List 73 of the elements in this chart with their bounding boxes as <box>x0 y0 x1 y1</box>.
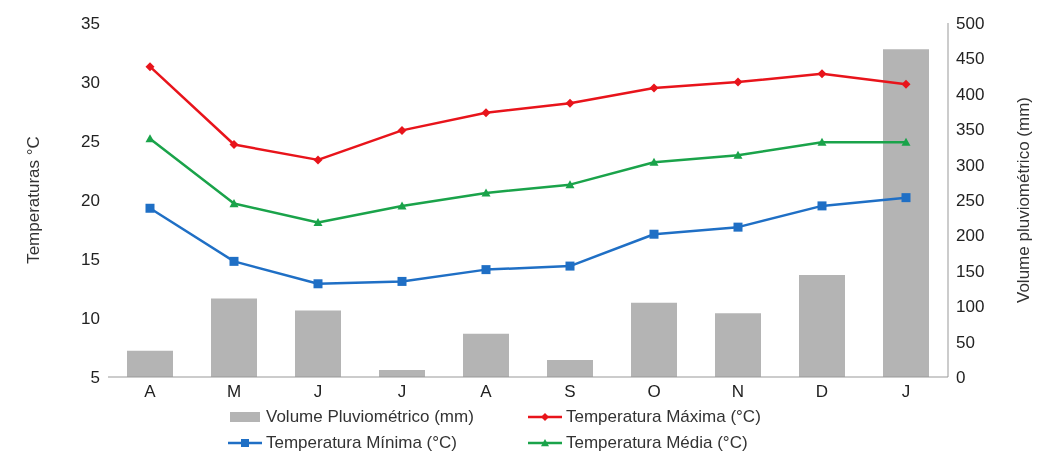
point <box>481 108 491 118</box>
bar <box>631 302 677 377</box>
x-tick-label: D <box>815 382 829 402</box>
bar <box>463 333 509 377</box>
x-tick-label: O <box>647 382 661 402</box>
legend-label: Temperatura Mínima (°C) <box>266 433 458 453</box>
point <box>229 199 239 208</box>
y-axis-title: Temperaturas °C <box>24 136 44 264</box>
point <box>313 217 323 227</box>
bar <box>715 313 761 377</box>
y2-tick-label: 400 <box>956 84 985 104</box>
point <box>397 276 407 286</box>
x-tick-label: J <box>313 382 323 402</box>
bar <box>295 310 341 377</box>
y2-tick-label: 200 <box>956 226 985 246</box>
y2-tick-label: 100 <box>956 297 985 317</box>
y-tick-label: 30 <box>81 73 100 93</box>
y-tick-label: 35 <box>81 14 100 34</box>
y2-tick-label: 50 <box>956 332 975 352</box>
point <box>397 125 407 135</box>
point <box>901 137 911 146</box>
y2-tick-label: 350 <box>956 120 985 140</box>
point <box>733 150 743 159</box>
point <box>817 137 827 146</box>
y-tick-label: 25 <box>81 132 100 152</box>
point <box>145 134 155 143</box>
y2-tick-label: 500 <box>956 14 985 34</box>
y-tick-label: 5 <box>90 368 100 388</box>
y2-tick-label: 250 <box>956 191 985 211</box>
x-tick-label: A <box>480 382 493 402</box>
y-tick-label: 15 <box>81 250 100 270</box>
y-tick-label: 10 <box>81 309 100 329</box>
y2-tick-label: 300 <box>956 155 985 175</box>
point <box>649 157 659 166</box>
y2-tick-label: 150 <box>956 261 985 281</box>
bar <box>799 275 845 377</box>
point <box>901 193 911 203</box>
x-tick-label: J <box>397 382 407 402</box>
y-tick-label: 20 <box>81 191 100 211</box>
bar <box>547 360 593 377</box>
x-tick-label: M <box>226 382 242 402</box>
point <box>565 180 575 189</box>
x-tick-label: J <box>901 382 911 402</box>
legend-label: Temperatura Média (°C) <box>566 433 748 453</box>
legend-label: Temperatura Máxima (°C) <box>566 407 761 427</box>
point <box>481 265 491 275</box>
bar <box>883 49 929 377</box>
point <box>817 201 827 211</box>
legend-label: Volume Pluviométrico (mm) <box>266 407 474 427</box>
y2-axis-title: Volume pluviométrico (mm) <box>1014 97 1034 303</box>
point <box>565 98 575 108</box>
bar <box>211 298 257 377</box>
point <box>229 140 239 150</box>
point <box>145 203 155 213</box>
y2-tick-label: 0 <box>956 368 966 388</box>
point <box>313 279 323 289</box>
point <box>733 77 743 87</box>
point <box>649 83 659 93</box>
bar <box>127 350 173 377</box>
point <box>817 69 827 79</box>
y2-tick-label: 450 <box>956 49 985 69</box>
point <box>649 229 659 239</box>
point <box>313 155 323 165</box>
point <box>145 62 155 72</box>
x-tick-label: S <box>564 382 576 402</box>
x-tick-label: N <box>731 382 745 402</box>
point <box>565 261 575 271</box>
point <box>733 222 743 232</box>
x-tick-label: A <box>144 382 157 402</box>
point <box>229 256 239 266</box>
point <box>481 188 491 197</box>
point <box>901 79 911 89</box>
point <box>397 201 407 210</box>
